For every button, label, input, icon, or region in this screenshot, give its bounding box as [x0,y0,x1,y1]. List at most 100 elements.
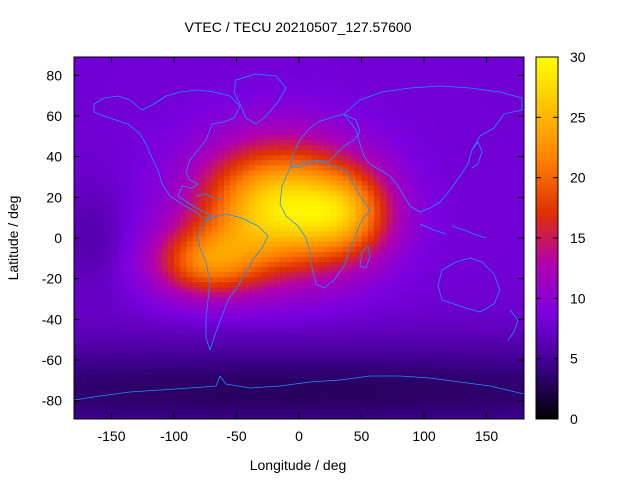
heatmap-cell [467,113,475,120]
heatmap-cell [311,393,319,400]
heatmap-cell [155,78,163,85]
heatmap-cell [299,83,306,90]
heatmap-cell [267,368,275,374]
heatmap-cell [486,174,494,181]
heatmap-cell [311,261,319,268]
heatmap-cell [224,108,231,115]
heatmap-cell [217,286,225,293]
heatmap-cell [342,291,350,298]
heatmap-cell [186,149,194,156]
heatmap-cell [224,266,231,273]
heatmap-cell [405,383,413,390]
heatmap-cell [474,149,481,156]
heatmap-cell [161,154,169,161]
heatmap-cell [180,220,188,227]
heatmap-cell [342,322,350,329]
heatmap-cell [180,195,188,201]
heatmap-cell [324,180,331,186]
heatmap-cell [467,246,475,252]
heatmap-cell [186,129,194,135]
heatmap-cell [299,368,306,374]
heatmap-cell [161,73,169,79]
heatmap-cell [467,88,475,95]
heatmap-cell [117,78,125,85]
heatmap-cell [430,205,438,212]
heatmap-cell [111,154,119,161]
heatmap-cell [461,139,469,146]
heatmap-cell [405,164,413,171]
heatmap-cell [342,124,350,130]
heatmap-cell [111,317,119,323]
heatmap-cell [324,337,331,344]
heatmap-cell [267,373,275,379]
heatmap-cell [274,88,281,95]
heatmap-cell [361,241,369,247]
heatmap-cell [455,256,463,262]
heatmap-cell [217,103,225,110]
heatmap-cell [367,296,375,303]
heatmap-cell [424,296,431,303]
heatmap-cell [367,368,375,374]
heatmap-cell [136,124,144,130]
heatmap-cell [155,347,163,354]
heatmap-cell [374,78,381,85]
heatmap-cell [299,98,306,105]
heatmap-cell [205,296,213,303]
heatmap-cell [355,266,363,273]
heatmap-cell [111,88,119,95]
heatmap-cell [99,164,106,171]
heatmap-cell [480,363,488,369]
heatmap-cell [117,368,125,374]
heatmap-cell [192,363,200,369]
heatmap-cell [442,103,450,110]
heatmap-cell [205,68,213,74]
heatmap-cell [417,357,425,364]
heatmap-cell [80,261,88,268]
heatmap-cell [449,139,456,146]
heatmap-cell [505,378,513,385]
heatmap-cell [480,139,488,146]
heatmap-cell [324,83,331,90]
heatmap-cell [480,149,488,156]
heatmap-cell [99,342,106,349]
heatmap-cell [499,393,506,400]
heatmap-cell [180,368,188,374]
heatmap-cell [217,373,225,379]
heatmap-cell [192,291,200,298]
heatmap-cell [99,408,106,415]
heatmap-cell [417,205,425,212]
heatmap-cell [486,200,494,207]
heatmap-cell [161,378,169,385]
heatmap-cell [374,200,381,207]
heatmap-cell [386,281,394,288]
heatmap-cell [242,98,250,105]
heatmap-cell [174,88,181,95]
heatmap-cell [430,317,438,323]
heatmap-cell [455,378,463,385]
heatmap-cell [105,383,113,390]
heatmap-cell [167,83,175,90]
heatmap-cell [74,363,81,369]
heatmap-cell [280,113,288,120]
heatmap-cell [317,307,325,313]
heatmap-cell [117,403,125,410]
heatmap-cell [167,134,175,140]
heatmap-cell [149,164,156,171]
heatmap-cell [80,393,88,400]
heatmap-cell [330,68,338,74]
heatmap-cell [92,322,100,329]
heatmap-cell [130,246,138,252]
heatmap-cell [130,68,138,74]
heatmap-cell [99,103,106,110]
heatmap-cell [299,220,306,227]
heatmap-cell [430,357,438,364]
heatmap-cell [167,180,175,186]
heatmap-cell [342,235,350,242]
heatmap-cell [224,159,231,166]
heatmap-cell [455,57,463,59]
heatmap-cell [86,327,94,334]
heatmap-cell [199,286,206,293]
heatmap-cell [99,185,106,191]
heatmap-cell [380,291,388,298]
heatmap-cell [142,103,150,110]
